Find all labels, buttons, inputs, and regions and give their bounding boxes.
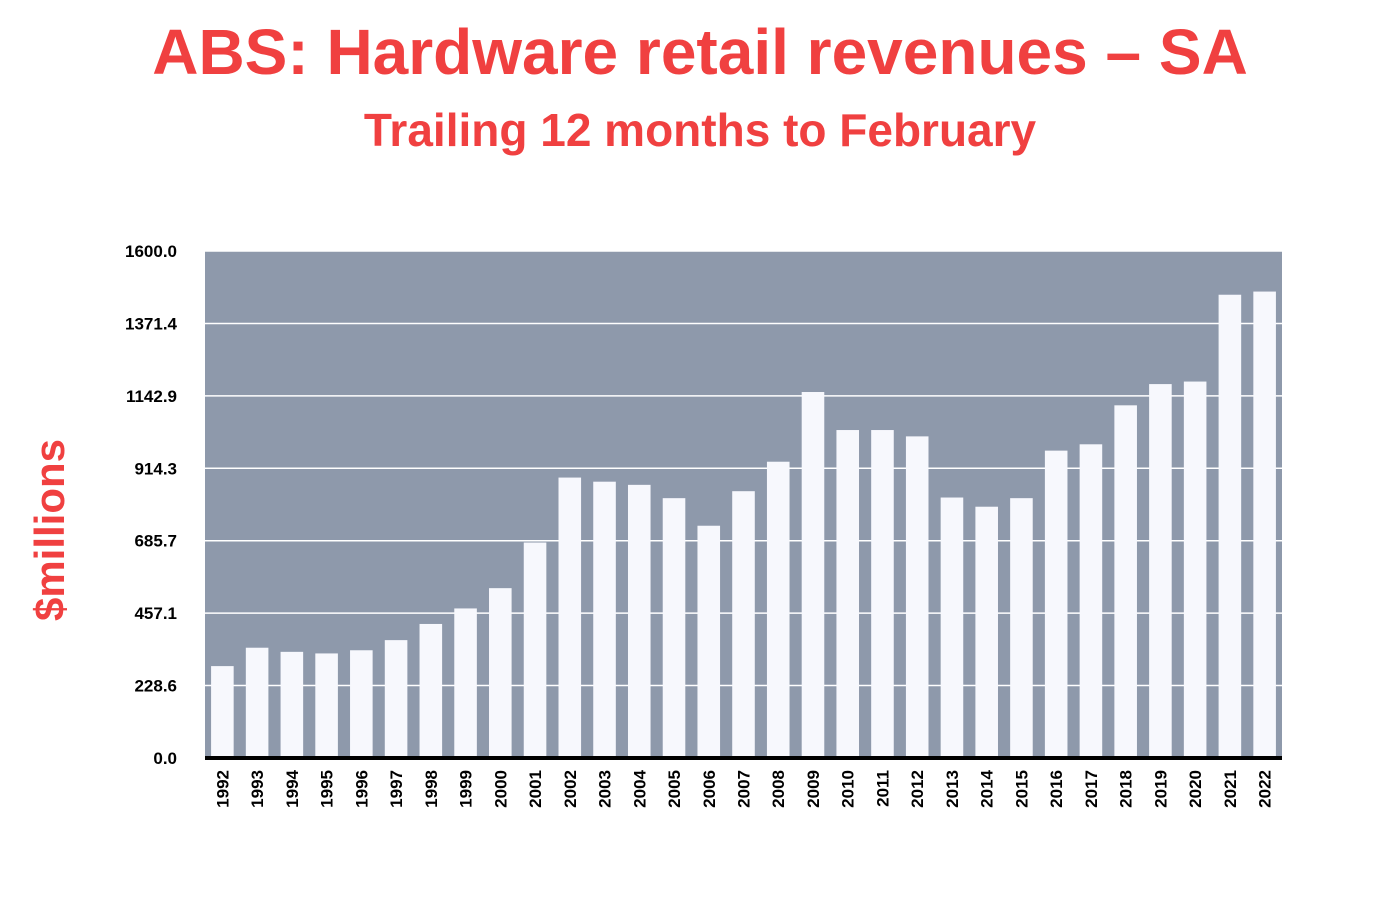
- y-tick-labels: 0.0 228.6 457.1 685.7 914.3 1142.9 1371.4 1600.…: [125, 242, 178, 768]
- x-tick-label: 2004: [630, 769, 649, 807]
- bar-1994: [280, 651, 304, 758]
- bar-2022: [1253, 291, 1276, 758]
- bar-2013: [940, 497, 964, 758]
- y-tick-label: 914.3: [134, 459, 177, 478]
- bar-2004: [627, 484, 651, 758]
- x-tick-label: 2013: [943, 770, 962, 808]
- bar-2000: [489, 588, 512, 758]
- chart-title: ABS: Hardware retail revenues – SA: [152, 16, 1248, 88]
- chart-subtitle: Trailing 12 months to February: [363, 104, 1037, 156]
- bar-2001: [523, 542, 547, 758]
- x-tick-label: 2002: [561, 770, 580, 808]
- x-tick-label: 2009: [804, 770, 823, 808]
- x-tick-label: 2017: [1082, 770, 1101, 808]
- x-tick-label: 2014: [978, 769, 997, 807]
- x-tick-label: 2019: [1151, 770, 1170, 808]
- bar-2003: [593, 481, 616, 758]
- bar-2021: [1218, 294, 1242, 758]
- bar-2006: [697, 525, 721, 758]
- bar-2016: [1044, 450, 1068, 758]
- x-tick-label: 1992: [213, 770, 232, 808]
- bar-2012: [905, 436, 929, 758]
- bar-1992: [211, 666, 234, 758]
- bar-2017: [1079, 444, 1103, 758]
- x-tick-label: 2022: [1256, 770, 1275, 808]
- grid-lines: [205, 250, 1282, 687]
- y-tick-label: 685.7: [134, 532, 177, 551]
- x-tick-label: 2011: [873, 770, 892, 807]
- x-tick-label: 2006: [700, 770, 719, 808]
- bar-2009: [801, 392, 825, 758]
- y-tick-label: 1142.9: [126, 387, 177, 406]
- bar-1999: [454, 608, 477, 758]
- bar-2002: [558, 477, 582, 758]
- x-tick-label: 2000: [491, 770, 510, 808]
- bar-2015: [1010, 498, 1033, 758]
- bar-1995: [315, 653, 338, 758]
- x-tick-label: 1995: [318, 770, 337, 808]
- x-tick-label: 2001: [526, 770, 545, 808]
- x-tick-label: 2015: [1012, 770, 1031, 808]
- x-tick-label: 2021: [1221, 770, 1240, 808]
- bar-1996: [350, 650, 373, 758]
- x-tick-label: 2016: [1047, 770, 1066, 808]
- x-tick-label: 2003: [596, 770, 615, 808]
- x-tick-label: 1996: [352, 770, 371, 808]
- bar-1998: [419, 623, 443, 758]
- bar-1993: [245, 647, 269, 758]
- x-tick-label: 2007: [735, 770, 754, 808]
- bar-2007: [732, 491, 755, 758]
- bar-2019: [1149, 384, 1172, 758]
- bar-2008: [766, 461, 790, 758]
- x-tick-label: 1997: [387, 770, 406, 808]
- bar-2010: [836, 430, 860, 758]
- bar-2011: [871, 430, 894, 758]
- bar-2020: [1183, 381, 1207, 758]
- x-tick-label: 2018: [1117, 770, 1136, 808]
- x-tick-label: 2010: [839, 770, 858, 808]
- y-tick-label: 1371.4: [125, 314, 178, 333]
- x-tick-label: 1994: [283, 769, 302, 807]
- x-tick-label: 1999: [457, 770, 476, 808]
- x-tick-label: 2008: [769, 770, 788, 808]
- y-tick-label: 0.0: [153, 749, 177, 768]
- x-tick-label: 1998: [422, 770, 441, 808]
- x-tick-label: 1993: [248, 770, 267, 808]
- x-tick-labels: 1992 1993 1994 1995 1996 1997 1998 1999 2000 2001…: [213, 769, 1274, 807]
- bar-2018: [1114, 405, 1137, 758]
- y-tick-label: 1600.0: [125, 242, 177, 261]
- y-tick-label: 457.1: [134, 604, 177, 623]
- y-tick-label: 228.6: [134, 677, 177, 696]
- x-tick-label: 2020: [1186, 770, 1205, 808]
- x-tick-label: 2005: [665, 770, 684, 808]
- bar-2005: [662, 498, 686, 758]
- bar-2014: [975, 506, 998, 758]
- x-tick-label: 2012: [908, 770, 927, 808]
- bar-1997: [384, 640, 408, 758]
- bars: [211, 291, 1276, 758]
